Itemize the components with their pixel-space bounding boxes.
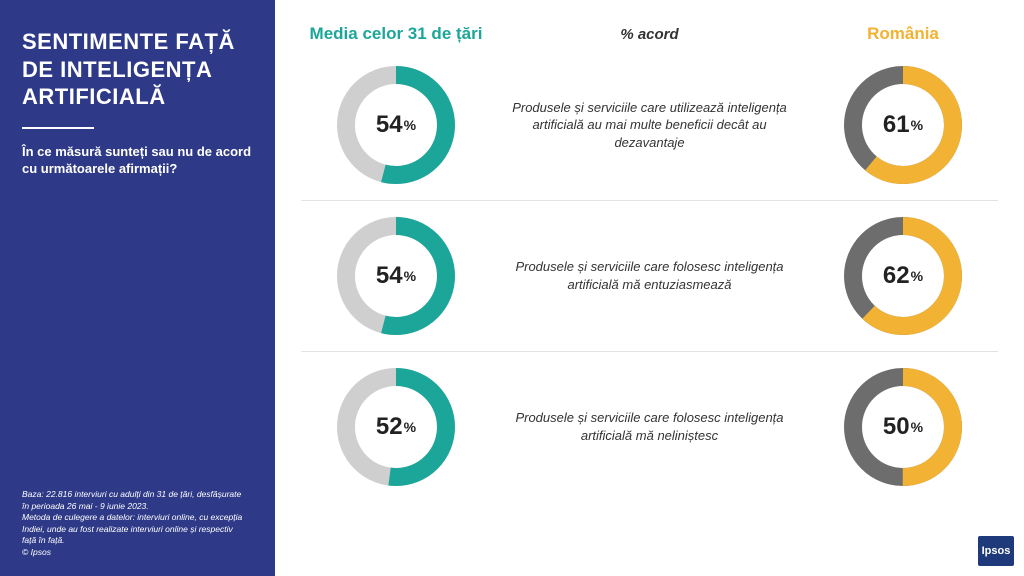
statement-text: Produsele și serviciile care utilizează … — [491, 99, 808, 152]
donut-chart: 62% — [840, 213, 966, 339]
statement-text: Produsele și serviciile care folosesc in… — [491, 409, 808, 444]
footnote: Baza: 22.816 interviuri cu adulți din 31… — [22, 489, 253, 558]
rows-container: 54% Produsele și serviciile care utilizea… — [301, 50, 998, 502]
statement-text: Produsele și serviciile care folosesc in… — [491, 258, 808, 293]
donut-value: 52% — [333, 364, 459, 490]
donut-value: 50% — [840, 364, 966, 490]
header-right: România — [808, 24, 998, 44]
header-left: Media celor 31 de țări — [301, 24, 491, 44]
cell-right-donut: 50% — [808, 364, 998, 490]
cell-right-donut: 61% — [808, 62, 998, 188]
header-center: % acord — [491, 26, 808, 43]
donut-chart: 50% — [840, 364, 966, 490]
donut-chart: 54% — [333, 62, 459, 188]
page-title: SENTIMENTE FAȚĂ DE INTELIGENȚA ARTIFICIA… — [22, 28, 253, 111]
donut-value: 61% — [840, 62, 966, 188]
data-row: 52% Produsele și serviciile care folosesc… — [301, 351, 998, 502]
cell-right-donut: 62% — [808, 213, 998, 339]
data-row: 54% Produsele și serviciile care utilizea… — [301, 50, 998, 200]
main-content: Media celor 31 de țări % acord România 5… — [275, 0, 1024, 576]
title-rule — [22, 127, 94, 129]
question-subtitle: În ce măsură sunteți sau nu de acord cu … — [22, 143, 253, 178]
page: SENTIMENTE FAȚĂ DE INTELIGENȚA ARTIFICIA… — [0, 0, 1024, 576]
donut-chart: 52% — [333, 364, 459, 490]
donut-chart: 61% — [840, 62, 966, 188]
donut-value: 62% — [840, 213, 966, 339]
donut-chart: 54% — [333, 213, 459, 339]
donut-value: 54% — [333, 213, 459, 339]
column-headers: Media celor 31 de țări % acord România — [301, 24, 998, 44]
cell-left-donut: 52% — [301, 364, 491, 490]
donut-value: 54% — [333, 62, 459, 188]
cell-left-donut: 54% — [301, 213, 491, 339]
data-row: 54% Produsele și serviciile care folosesc… — [301, 200, 998, 351]
ipsos-logo: Ipsos — [978, 536, 1014, 566]
cell-left-donut: 54% — [301, 62, 491, 188]
sidebar: SENTIMENTE FAȚĂ DE INTELIGENȚA ARTIFICIA… — [0, 0, 275, 576]
